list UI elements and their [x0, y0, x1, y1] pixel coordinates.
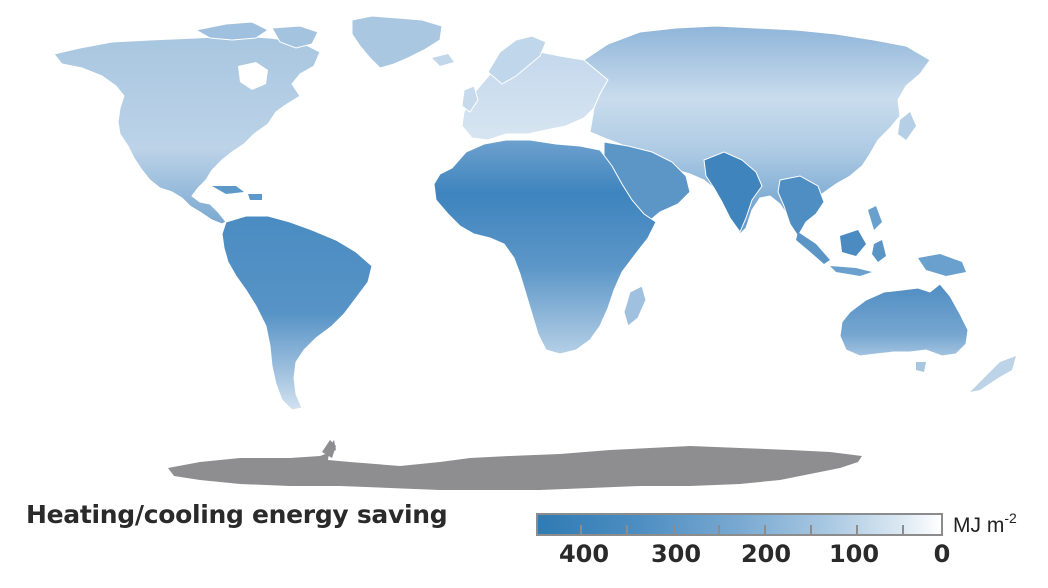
antarctic-peninsula	[322, 440, 336, 458]
south-america	[221, 215, 373, 411]
colorbar-tick	[810, 525, 812, 534]
colorbar-tick	[902, 525, 904, 534]
world-map	[53, 15, 1016, 490]
africa	[433, 139, 657, 355]
japan	[898, 112, 916, 140]
philippines	[868, 206, 882, 230]
unit-base: MJ m	[953, 514, 1005, 537]
cuba	[212, 186, 244, 194]
arctic-island-east	[271, 25, 319, 49]
scandinavia	[487, 35, 547, 85]
new-zealand	[970, 356, 1016, 392]
hispaniola	[248, 194, 262, 200]
colorbar-tick-label-400: 400	[558, 540, 610, 568]
sulawesi	[872, 240, 886, 262]
madagascar	[623, 285, 647, 327]
colorbar-tick-label-0: 0	[933, 540, 951, 568]
antarctica	[168, 440, 862, 490]
legend-title: Heating/cooling energy saving	[26, 500, 448, 529]
hudson-bay	[238, 62, 268, 90]
colorbar-tick-label-300: 300	[650, 540, 702, 568]
colorbar-tick	[764, 525, 766, 534]
greenland	[351, 15, 443, 69]
colorbar-tick-label-200: 200	[740, 540, 792, 568]
sumatra	[796, 232, 830, 264]
colorbar-tick	[673, 525, 675, 534]
colorbar-tick	[856, 525, 858, 534]
australia	[839, 283, 969, 357]
iceland	[432, 54, 454, 66]
borneo	[840, 230, 866, 256]
southeast-asia	[777, 175, 825, 237]
british-isles	[461, 85, 479, 113]
europe	[461, 51, 609, 141]
north-america	[53, 35, 321, 225]
colorbar-tick-label-100: 100	[828, 540, 880, 568]
colorbar-tick	[626, 525, 628, 534]
arctic-islands	[194, 21, 269, 41]
india	[703, 151, 763, 234]
tasmania	[916, 362, 926, 372]
new-guinea	[918, 254, 966, 276]
unit-exponent: -2	[1004, 510, 1017, 526]
colorbar	[536, 513, 943, 536]
unit-label: MJ m-2	[953, 510, 1017, 538]
colorbar-tick	[580, 525, 582, 534]
colorbar-tick	[718, 525, 720, 534]
java	[830, 266, 872, 276]
